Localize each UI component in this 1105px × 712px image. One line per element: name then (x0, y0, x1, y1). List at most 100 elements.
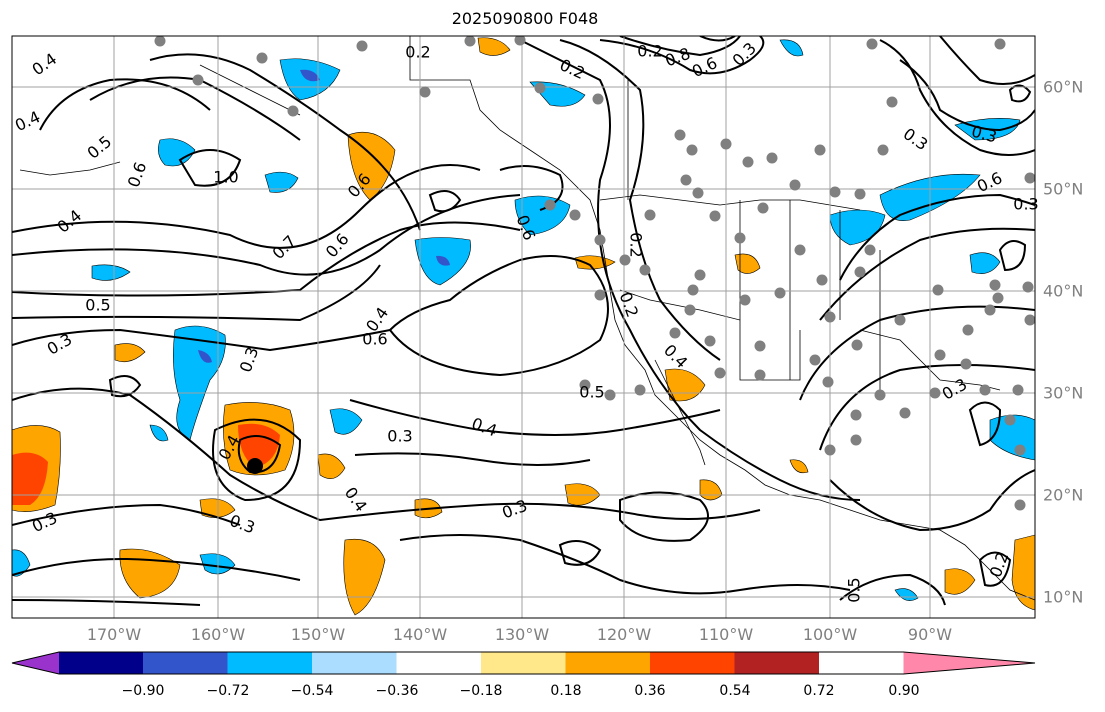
colorbar-segment (312, 652, 397, 674)
station-dot (569, 209, 581, 221)
colorbar-tick-label: −0.18 (459, 683, 503, 699)
station-dot (1014, 499, 1026, 511)
y-tick-label: 60°N (1043, 77, 1084, 97)
station-dot (514, 36, 526, 46)
station-dot (877, 144, 889, 156)
station-dot (754, 369, 766, 381)
station-dot (1024, 172, 1035, 184)
contour-label: 0.3 (387, 427, 412, 446)
station-dot (634, 384, 646, 396)
station-dot (686, 144, 698, 156)
station-dot (850, 434, 862, 446)
contour-label: 0.4 (54, 206, 86, 237)
colorbar-segment (143, 652, 228, 674)
station-dot (720, 138, 732, 150)
station-dot (934, 349, 946, 361)
station-dot (929, 387, 941, 399)
station-dot (824, 311, 836, 323)
station-dot (544, 199, 556, 211)
y-tick-label: 50°N (1043, 179, 1084, 199)
station-dot (464, 36, 476, 47)
station-dot (669, 327, 681, 339)
contour-label: 0.6 (362, 330, 387, 349)
station-dot (594, 234, 606, 246)
contour-label: 0.6 (974, 168, 1005, 196)
contour-label: 0.3 (44, 330, 76, 359)
station-dot (984, 304, 996, 316)
station-dot (994, 38, 1006, 50)
station-dot (757, 202, 769, 214)
contour-label: 0.4 (469, 414, 499, 441)
station-dot (1004, 414, 1016, 426)
x-tick-label: 140°W (392, 625, 448, 644)
station-dot (684, 304, 696, 316)
contour-label: 0.5 (84, 132, 116, 163)
station-dot (356, 40, 368, 52)
station-markers (154, 36, 1035, 511)
station-dot (851, 339, 863, 351)
station-dot (742, 156, 754, 168)
station-dot (809, 354, 821, 366)
y-tick-label: 40°N (1043, 281, 1084, 301)
colorbar-tick-label: −0.54 (290, 683, 334, 699)
station-dot (864, 244, 876, 256)
contour-label: 0.4 (12, 107, 43, 135)
colorbar-segment (396, 652, 481, 674)
colorbar-segment (734, 652, 819, 674)
storm-center-marker (247, 458, 263, 474)
contour-label: 0.6 (124, 159, 151, 189)
station-dot (850, 409, 862, 421)
colorbar-extend-high (903, 652, 1035, 674)
station-dot (739, 294, 751, 306)
colorbar-tick-label: 0.72 (803, 683, 835, 699)
station-dot (1012, 384, 1024, 396)
contour-label: 0.2 (405, 43, 430, 62)
contour-label: 0.3 (900, 124, 932, 154)
colorbar-segment (565, 652, 650, 674)
x-tick-label: 100°W (802, 625, 858, 644)
station-dot (692, 187, 704, 199)
shaded-anomalies (12, 37, 1035, 616)
y-tick-label: 20°N (1043, 485, 1084, 505)
station-dot (822, 376, 834, 388)
station-dot (579, 379, 591, 391)
station-dot (694, 269, 706, 281)
station-dot (592, 93, 604, 105)
x-tick-label: 150°W (290, 625, 346, 644)
colorbar-tick-label: 0.90 (888, 683, 920, 699)
colorbar-segment (227, 652, 312, 674)
station-dot (829, 186, 841, 198)
colorbar-tick-label: 0.54 (719, 683, 751, 699)
x-tick-label: 110°W (698, 625, 754, 644)
station-dot (687, 284, 699, 296)
station-dot (932, 284, 944, 296)
x-tick-label: 120°W (596, 625, 652, 644)
colorbar-segment (59, 652, 143, 674)
y-tick-label: 30°N (1043, 383, 1084, 403)
colorbar-tick-label: −0.72 (206, 683, 250, 699)
contour-label: 0.8 (662, 44, 692, 71)
station-dot (1024, 314, 1035, 326)
x-tick-label: 160°W (190, 625, 246, 644)
station-dot (960, 358, 972, 370)
colorbar-outline (11, 651, 1036, 675)
contour-label: 0.5 (845, 577, 864, 602)
station-dot (794, 244, 806, 256)
contour-label: 0.2 (616, 289, 643, 319)
station-dot (824, 444, 836, 456)
station-dot (619, 254, 631, 266)
station-dot (287, 105, 299, 117)
station-dot (766, 152, 778, 164)
station-dot (899, 407, 911, 419)
contour-label: 0.3 (227, 511, 257, 538)
station-dot (789, 179, 801, 191)
colorbar (11, 651, 1036, 675)
colorbar-tick-label: −0.36 (375, 683, 419, 699)
station-dot (874, 389, 886, 401)
station-dot (734, 232, 746, 244)
contour-label: 1.0 (213, 168, 238, 187)
contour-label: 0.2 (637, 42, 662, 61)
station-dot (979, 384, 991, 396)
contour-label: 0.3 (499, 496, 529, 523)
